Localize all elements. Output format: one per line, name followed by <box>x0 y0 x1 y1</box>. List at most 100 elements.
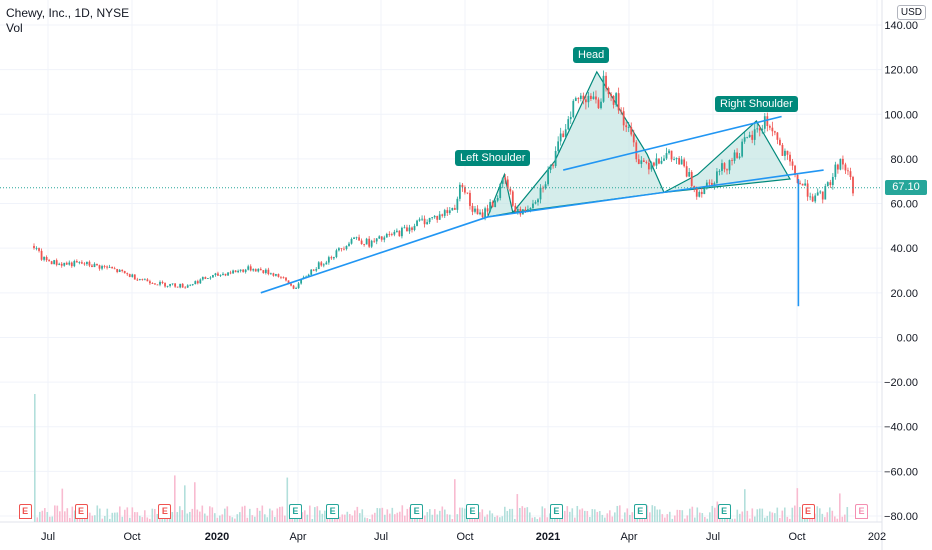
volume-bar <box>249 508 251 522</box>
volume-bar <box>454 479 456 522</box>
candle-body <box>259 268 262 271</box>
candle-body <box>368 238 371 247</box>
earnings-marker[interactable]: E <box>158 504 172 519</box>
volume-bar <box>779 518 781 522</box>
volume-bar <box>359 513 361 522</box>
earnings-marker[interactable]: E <box>326 504 340 519</box>
candle-body <box>529 207 532 210</box>
candle-body <box>789 154 791 162</box>
left-shoulder-label[interactable]: Left Shoulder <box>455 150 531 166</box>
y-tick-label: −40.00 <box>884 422 918 434</box>
candle-body <box>113 268 116 270</box>
volume-bar <box>284 515 286 522</box>
candle-body <box>806 183 809 197</box>
candle-body <box>753 129 756 140</box>
volume-bar <box>781 510 784 522</box>
volume-bar <box>401 505 404 522</box>
volume-bar <box>424 515 426 522</box>
earnings-marker[interactable]: E <box>466 504 479 519</box>
volume-bar <box>794 505 796 522</box>
volume-bar <box>361 509 364 522</box>
earnings-marker[interactable]: E <box>410 504 424 519</box>
volume-bar <box>679 509 681 522</box>
candle-body <box>55 260 58 265</box>
trendline <box>487 169 824 218</box>
candle-body <box>403 227 406 229</box>
y-tick-label: 40.00 <box>890 243 918 255</box>
volume-bar <box>34 394 36 522</box>
candle-body <box>847 170 849 172</box>
candle-body <box>731 160 733 161</box>
candle-body <box>829 182 832 186</box>
volume-bar <box>189 511 191 522</box>
candle-body <box>610 94 612 96</box>
volume-bar <box>146 517 149 522</box>
candle-body <box>159 281 161 285</box>
candle-body <box>249 266 252 271</box>
volume-bar <box>261 505 264 522</box>
volume-bar <box>114 512 116 522</box>
volume-bar <box>429 509 431 522</box>
currency-badge[interactable]: USD <box>896 5 926 20</box>
volume-bar <box>219 515 221 522</box>
candle-body <box>103 266 106 267</box>
candle-body <box>38 248 40 251</box>
earnings-marker[interactable]: E <box>288 504 302 519</box>
volume-bar <box>496 515 499 522</box>
volume-bar <box>539 517 541 522</box>
candle-body <box>794 165 796 175</box>
volume-bar <box>736 509 739 522</box>
earnings-marker[interactable]: E <box>74 504 88 519</box>
candle-body <box>552 165 555 167</box>
volume-bar <box>236 514 239 522</box>
candle-body <box>277 274 280 277</box>
earnings-marker[interactable]: E <box>717 504 731 519</box>
candle-body <box>544 184 547 189</box>
volume-bar <box>579 509 581 522</box>
candle-body <box>673 159 675 160</box>
candle-body <box>436 215 439 220</box>
candle-body <box>295 288 297 289</box>
volume-bar <box>674 515 676 522</box>
candle-body <box>327 257 330 263</box>
candle-body <box>141 279 144 280</box>
future-earnings-marker[interactable]: E <box>855 504 868 519</box>
volume-bar <box>456 514 459 522</box>
candle-body <box>406 227 408 232</box>
volume-bar <box>706 518 709 522</box>
volume-bar <box>419 518 421 522</box>
volume-bar <box>821 513 824 522</box>
earnings-marker[interactable]: E <box>549 504 563 519</box>
candle-body <box>164 283 166 287</box>
candle-body <box>690 172 693 186</box>
volume-bar <box>89 512 91 522</box>
candle-body <box>592 96 595 99</box>
earnings-marker[interactable]: E <box>633 504 647 519</box>
volume-bar <box>346 511 349 522</box>
earnings-marker[interactable]: E <box>18 504 32 519</box>
volume-bar <box>64 511 66 522</box>
volume-bar <box>246 517 249 522</box>
candle-body <box>194 281 197 285</box>
candle-body <box>574 98 577 101</box>
volume-bar <box>54 505 56 522</box>
volume-bar <box>786 516 789 522</box>
volume-bar <box>516 494 519 522</box>
candle-body <box>206 278 209 279</box>
candle-body <box>317 262 320 270</box>
candle-body <box>269 273 272 275</box>
candle-body <box>184 287 187 289</box>
volume-bar <box>199 511 201 522</box>
candle-body <box>247 266 250 270</box>
volume-bar <box>411 518 414 522</box>
right-shoulder-label[interactable]: Right Shoulder <box>715 96 798 112</box>
head-label[interactable]: Head <box>573 47 610 63</box>
volume-bar <box>256 507 259 522</box>
volume-bar <box>764 517 766 522</box>
earnings-marker[interactable]: E <box>801 504 815 519</box>
candle-body <box>282 277 285 279</box>
candle-body <box>801 183 804 186</box>
volume-bar <box>714 507 716 522</box>
candle-body <box>373 240 376 242</box>
